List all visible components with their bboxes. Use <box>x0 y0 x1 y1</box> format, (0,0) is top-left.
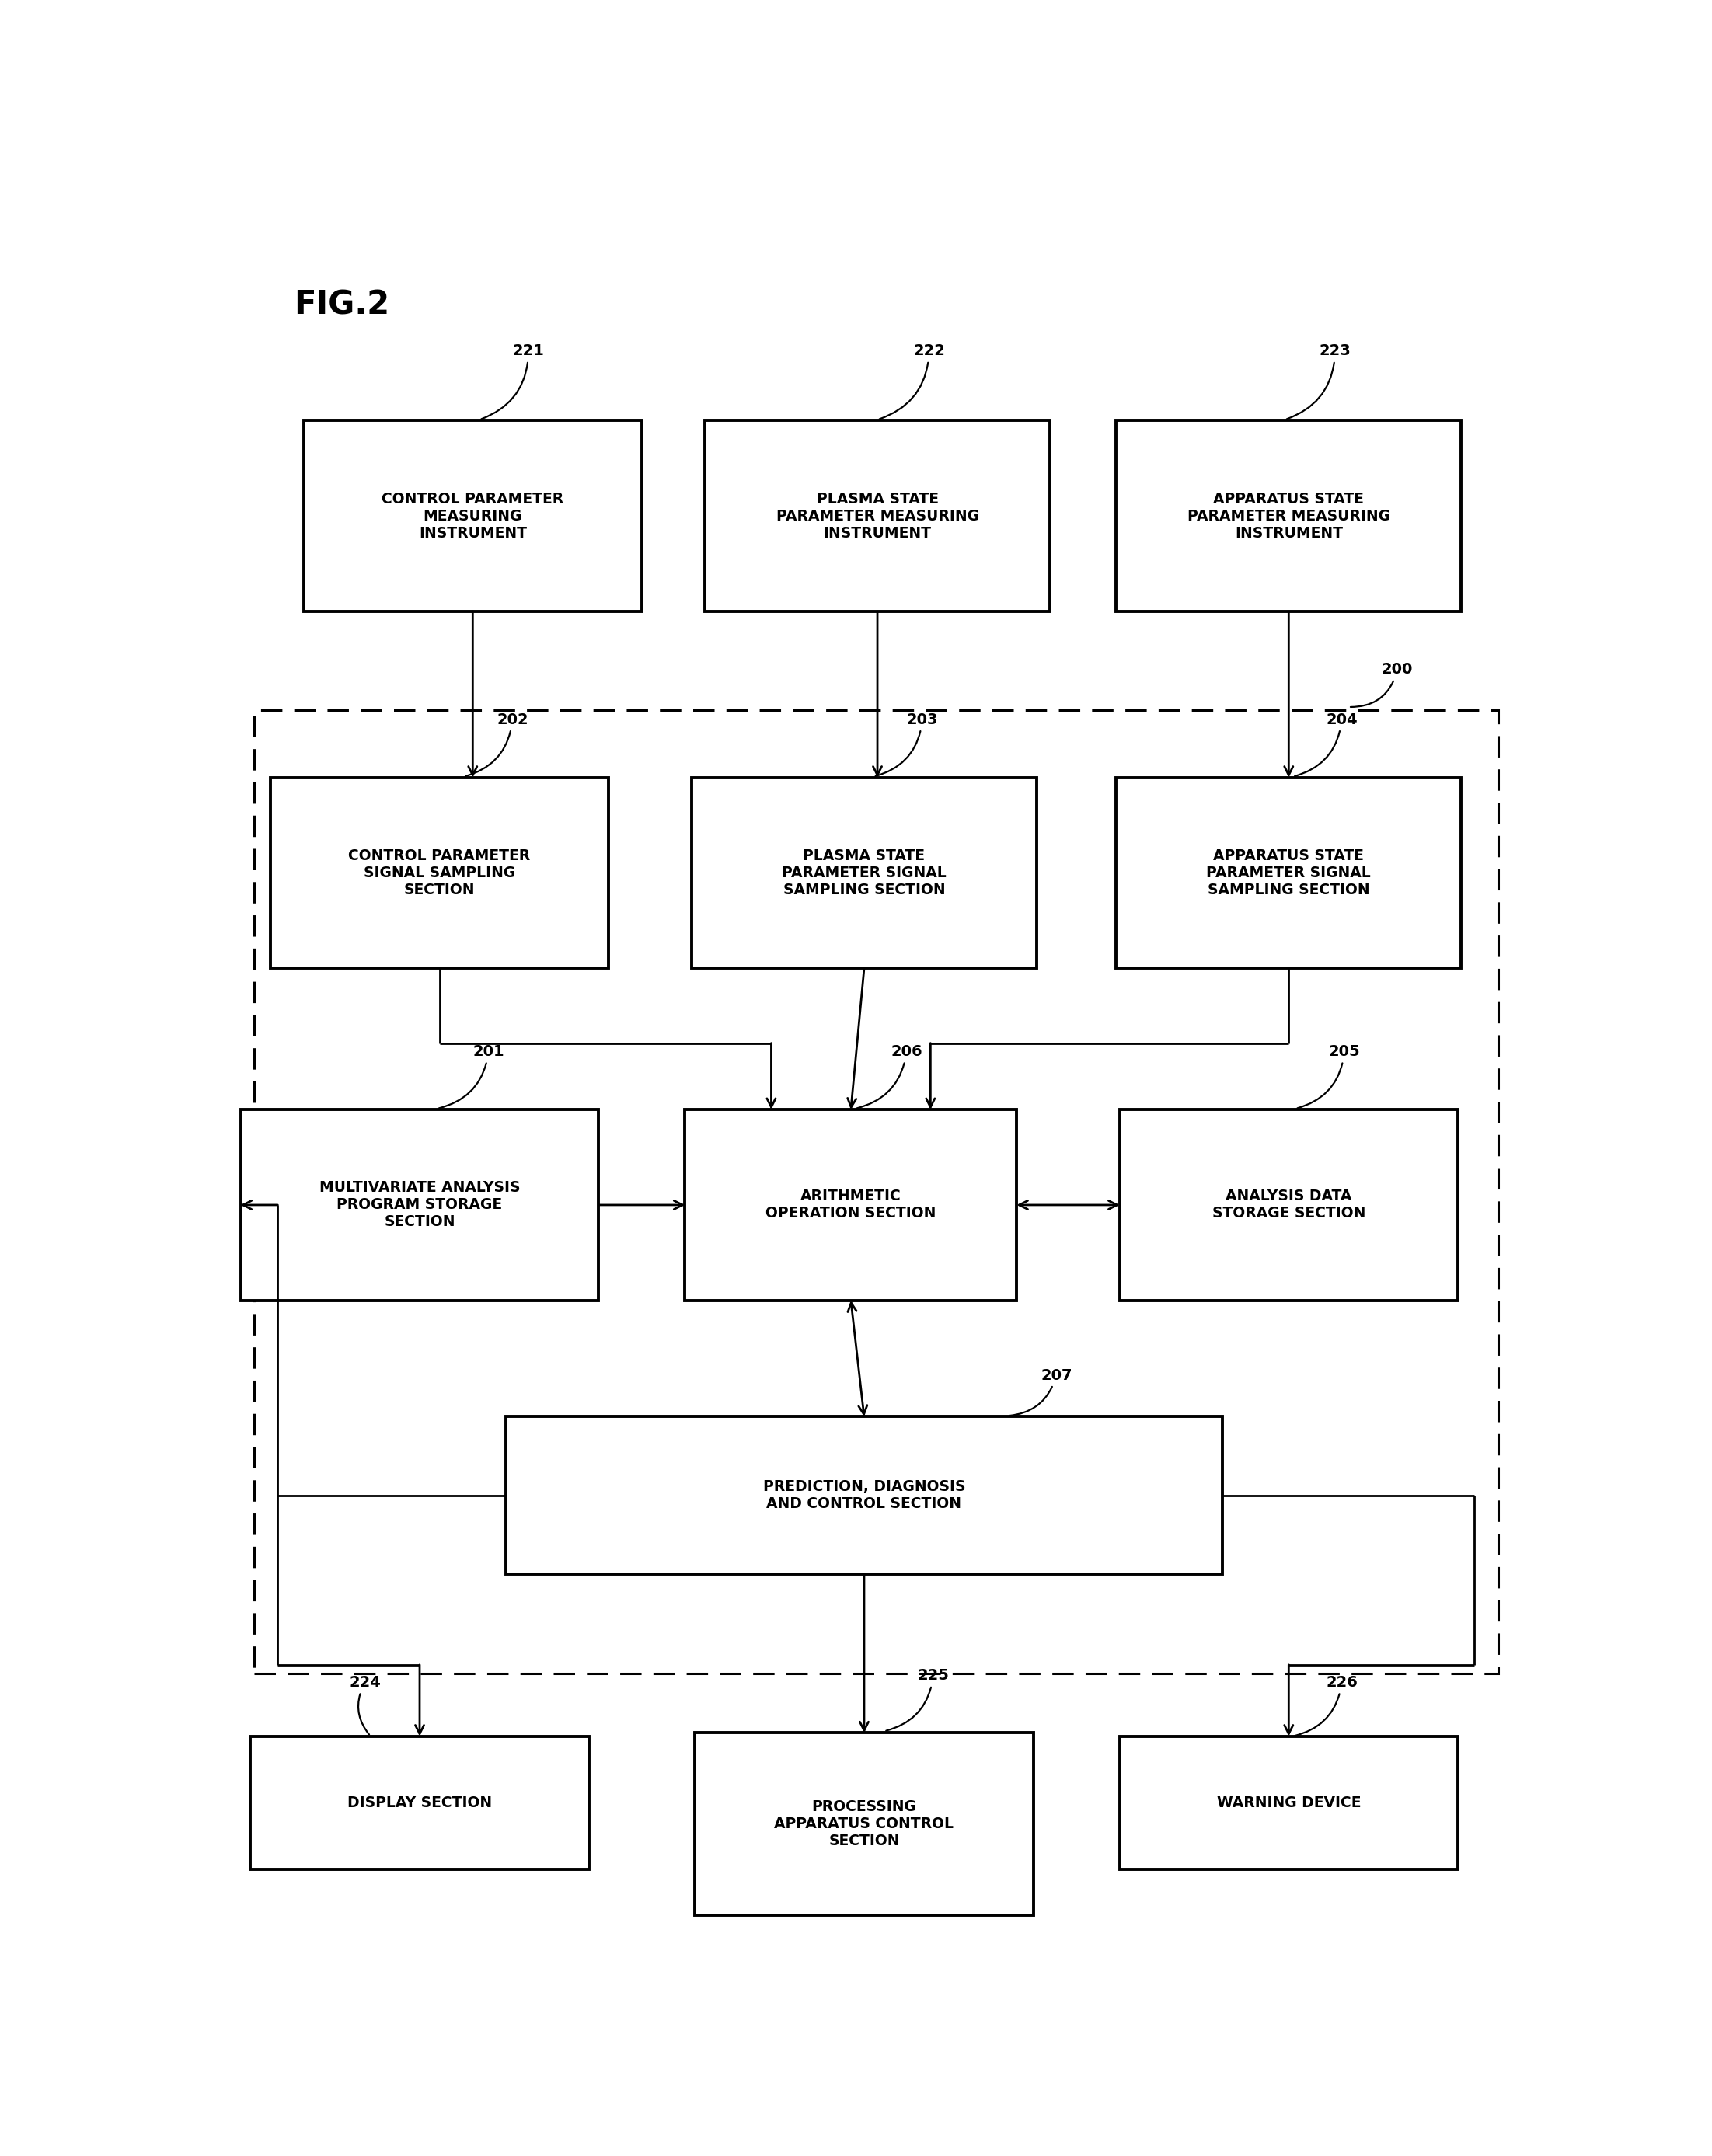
Bar <box>692 778 1037 968</box>
Text: FIG.2: FIG.2 <box>294 289 389 321</box>
Bar <box>507 1416 1222 1574</box>
Text: APPARATUS STATE
PARAMETER SIGNAL
SAMPLING SECTION: APPARATUS STATE PARAMETER SIGNAL SAMPLIN… <box>1207 849 1371 897</box>
Text: CONTROL PARAMETER
SIGNAL SAMPLING
SECTION: CONTROL PARAMETER SIGNAL SAMPLING SECTIO… <box>349 849 531 897</box>
Bar <box>1120 1736 1459 1869</box>
Bar <box>240 1110 599 1300</box>
Text: 224: 224 <box>349 1675 382 1736</box>
Text: APPARATUS STATE
PARAMETER MEASURING
INSTRUMENT: APPARATUS STATE PARAMETER MEASURING INST… <box>1188 492 1390 541</box>
Bar <box>695 1733 1034 1915</box>
Text: PLASMA STATE
PARAMETER MEASURING
INSTRUMENT: PLASMA STATE PARAMETER MEASURING INSTRUM… <box>776 492 979 541</box>
Bar <box>1116 420 1462 612</box>
Text: MULTIVARIATE ANALYSIS
PROGRAM STORAGE
SECTION: MULTIVARIATE ANALYSIS PROGRAM STORAGE SE… <box>318 1181 520 1229</box>
Text: 226: 226 <box>1294 1675 1358 1736</box>
Text: 203: 203 <box>875 711 938 776</box>
Text: 221: 221 <box>481 343 544 418</box>
Text: ARITHMETIC
OPERATION SECTION: ARITHMETIC OPERATION SECTION <box>765 1190 936 1220</box>
Bar <box>270 778 609 968</box>
Text: PROCESSING
APPARATUS CONTROL
SECTION: PROCESSING APPARATUS CONTROL SECTION <box>774 1800 954 1848</box>
Text: 223: 223 <box>1287 343 1351 418</box>
Bar <box>1120 1110 1459 1300</box>
Text: 200: 200 <box>1351 662 1412 707</box>
Bar <box>303 420 642 612</box>
Bar <box>253 709 1498 1673</box>
Text: CONTROL PARAMETER
MEASURING
INSTRUMENT: CONTROL PARAMETER MEASURING INSTRUMENT <box>382 492 563 541</box>
Text: 202: 202 <box>466 711 529 776</box>
Text: 201: 201 <box>438 1044 505 1108</box>
Text: 205: 205 <box>1298 1044 1359 1108</box>
Text: ANALYSIS DATA
STORAGE SECTION: ANALYSIS DATA STORAGE SECTION <box>1212 1190 1366 1220</box>
Text: 222: 222 <box>880 343 945 418</box>
Text: 225: 225 <box>887 1669 948 1731</box>
Text: 207: 207 <box>1010 1367 1072 1416</box>
Text: PLASMA STATE
PARAMETER SIGNAL
SAMPLING SECTION: PLASMA STATE PARAMETER SIGNAL SAMPLING S… <box>782 849 947 897</box>
Bar <box>250 1736 589 1869</box>
Bar <box>1116 778 1462 968</box>
Text: PREDICTION, DIAGNOSIS
AND CONTROL SECTION: PREDICTION, DIAGNOSIS AND CONTROL SECTIO… <box>764 1479 966 1511</box>
Text: DISPLAY SECTION: DISPLAY SECTION <box>348 1796 491 1811</box>
Bar <box>705 420 1049 612</box>
Text: 206: 206 <box>858 1044 923 1108</box>
Text: WARNING DEVICE: WARNING DEVICE <box>1217 1796 1361 1811</box>
Bar <box>685 1110 1017 1300</box>
Text: 204: 204 <box>1294 711 1358 776</box>
